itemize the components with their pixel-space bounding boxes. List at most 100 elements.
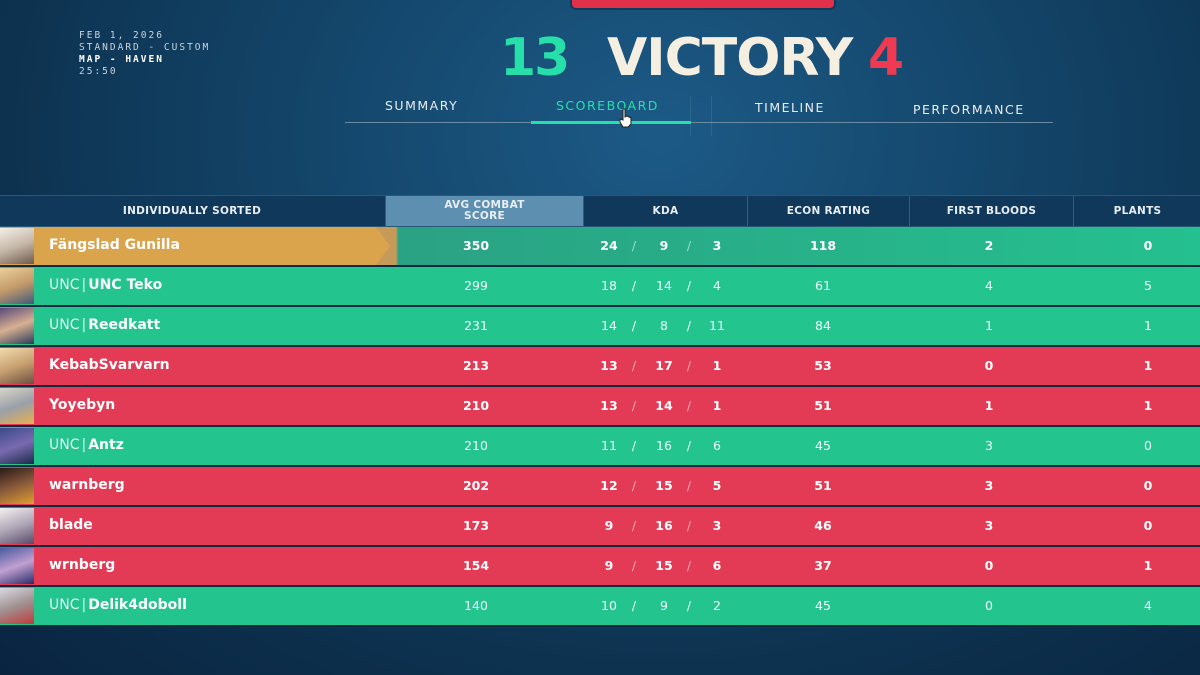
acs-value: 350 bbox=[462, 238, 490, 253]
player-name-text: blade bbox=[49, 517, 93, 533]
econ-value: 61 bbox=[815, 278, 831, 293]
kills-value: 24 bbox=[600, 238, 618, 253]
acs-value: 140 bbox=[464, 598, 488, 613]
deaths-value: 16 bbox=[655, 518, 673, 533]
player-name-text: Fängslad Gunilla bbox=[49, 237, 180, 253]
agent-avatar bbox=[0, 228, 34, 264]
first-bloods-value: 2 bbox=[984, 238, 994, 253]
player-name-text: UNC Teko bbox=[88, 277, 163, 293]
agent-avatar bbox=[0, 588, 34, 624]
econ-value: 51 bbox=[814, 478, 832, 493]
table-header: INDIVIDUALLY SORTED AVG COMBAT SCORE KDA… bbox=[0, 195, 1200, 227]
plants-value: 0 bbox=[1143, 478, 1153, 493]
kda-separator: / bbox=[631, 438, 637, 453]
plants-value: 1 bbox=[1143, 558, 1153, 573]
kda-separator: / bbox=[631, 478, 637, 493]
kills-value: 14 bbox=[601, 318, 617, 333]
acs-value: 213 bbox=[462, 358, 490, 373]
econ-value: 45 bbox=[815, 438, 831, 453]
plants-value: 1 bbox=[1143, 358, 1153, 373]
hand-cursor-icon bbox=[619, 108, 632, 128]
table-row[interactable]: UNC | Reedkatt 231 14/8/11 84 1 1 bbox=[0, 307, 1200, 347]
header-first-bloods[interactable]: FIRST BLOODS bbox=[909, 196, 1073, 226]
table-row[interactable]: UNC | UNC Teko 299 18 / 14 / 4 61 4 5 bbox=[0, 267, 1200, 307]
deaths-value: 14 bbox=[656, 278, 672, 293]
team-tag: UNC bbox=[49, 317, 80, 333]
agent-avatar bbox=[0, 348, 34, 384]
kda-value: 24 / 9 / 3 bbox=[584, 238, 746, 254]
table-row[interactable]: KebabSvarvarn 213 13 / 17 / 1 53 0 1 bbox=[0, 347, 1200, 387]
player-name: Fängslad Gunilla bbox=[49, 237, 180, 253]
tag-separator: | bbox=[81, 277, 87, 293]
first-bloods-value: 3 bbox=[984, 518, 994, 533]
econ-value: 53 bbox=[814, 358, 832, 373]
kills-value: 10 bbox=[601, 598, 617, 613]
kda-value: 18 / 14 / 4 bbox=[584, 278, 746, 294]
acs-value: 202 bbox=[462, 478, 490, 493]
deaths-value: 15 bbox=[655, 558, 673, 573]
player-name-text: Antz bbox=[88, 437, 124, 453]
deaths-value: 15 bbox=[655, 478, 673, 493]
kda-separator: / bbox=[686, 438, 692, 453]
econ-value: 45 bbox=[815, 598, 831, 613]
agent-avatar bbox=[0, 308, 34, 344]
table-row[interactable]: Yoyebyn 210 13 / 14 / 1 51 1 1 bbox=[0, 387, 1200, 427]
agent-avatar bbox=[0, 388, 34, 424]
header-kda[interactable]: KDA bbox=[583, 196, 747, 226]
header-plants[interactable]: PLANTS bbox=[1073, 196, 1200, 226]
plants-value: 0 bbox=[1144, 438, 1152, 453]
table-row[interactable]: UNC | Antz 210 11 / 16 / 6 45 3 0 bbox=[0, 427, 1200, 467]
kda-separator: / bbox=[631, 278, 637, 293]
kda-value: 14 / 8 / 11 bbox=[584, 318, 746, 334]
header-acs[interactable]: AVG COMBAT SCORE bbox=[385, 196, 583, 226]
kills-value: 11 bbox=[601, 438, 617, 453]
plants-value: 0 bbox=[1143, 238, 1153, 253]
kda-separator: / bbox=[686, 238, 692, 253]
plants-value: 0 bbox=[1143, 518, 1153, 533]
kda-separator: / bbox=[631, 238, 637, 253]
table-row[interactable]: wrnberg 154 9 / 15 / 6 37 0 1 bbox=[0, 547, 1200, 587]
table-row[interactable]: blade 173 9 / 16 / 3 46 3 0 bbox=[0, 507, 1200, 547]
table-row[interactable]: UNC | Delik4doboll 140 10 / 9 / 2 45 0 4 bbox=[0, 587, 1200, 627]
econ-value: 37 bbox=[814, 558, 832, 573]
agent-avatar bbox=[0, 508, 34, 544]
econ-value: 84 bbox=[815, 318, 831, 333]
match-duration: 25:50 bbox=[79, 66, 118, 77]
kda-value: 12 / 15 / 5 bbox=[584, 478, 746, 494]
player-name: UNC | UNC Teko bbox=[49, 277, 162, 293]
header-econ[interactable]: ECON RATING bbox=[747, 196, 909, 226]
kills-value: 12 bbox=[600, 478, 618, 493]
acs-value: 173 bbox=[462, 518, 490, 533]
kda-separator: / bbox=[686, 278, 692, 293]
tab-bar: SUMMARY SCOREBOARD TIMELINE PERFORMANCE bbox=[345, 94, 1053, 124]
match-mode: STANDARD - CUSTOM bbox=[79, 42, 211, 53]
team-tag: UNC bbox=[49, 437, 80, 453]
tag-separator: | bbox=[81, 437, 87, 453]
match-result: VICTORY bbox=[607, 28, 853, 88]
player-name: wrnberg bbox=[49, 557, 115, 573]
kda-value: 9 / 16 / 3 bbox=[584, 518, 746, 534]
tab-timeline[interactable]: TIMELINE bbox=[755, 100, 825, 115]
player-name-text: wrnberg bbox=[49, 557, 116, 573]
tab-scoreboard[interactable]: SCOREBOARD bbox=[556, 98, 659, 113]
tab-performance[interactable]: PERFORMANCE bbox=[913, 102, 1025, 117]
kda-separator: / bbox=[686, 598, 692, 613]
kills-value: 9 bbox=[604, 558, 614, 573]
player-name: UNC | Reedkatt bbox=[49, 317, 160, 333]
kda-value: 13 / 17 / 1 bbox=[584, 358, 746, 374]
assists-value: 2 bbox=[713, 598, 721, 613]
table-row[interactable]: warnberg 202 12 / 15 / 5 51 3 0 bbox=[0, 467, 1200, 507]
match-map: MAP - HAVEN bbox=[79, 54, 164, 65]
agent-avatar bbox=[0, 468, 34, 504]
first-bloods-value: 3 bbox=[985, 438, 993, 453]
assists-value: 1 bbox=[712, 358, 722, 373]
enemy-score: 4 bbox=[868, 28, 905, 88]
table-row[interactable]: Fängslad Gunilla 350 24 / 9 / 3 118 2 0 bbox=[0, 227, 1200, 267]
active-tab-underline bbox=[531, 121, 691, 124]
tab-summary[interactable]: SUMMARY bbox=[385, 98, 459, 113]
header-sort[interactable]: INDIVIDUALLY SORTED bbox=[122, 204, 262, 217]
deaths-value: 9 bbox=[660, 598, 668, 613]
deaths-value: 16 bbox=[656, 438, 672, 453]
kda-separator: / bbox=[686, 558, 692, 573]
assists-value: 5 bbox=[712, 478, 722, 493]
